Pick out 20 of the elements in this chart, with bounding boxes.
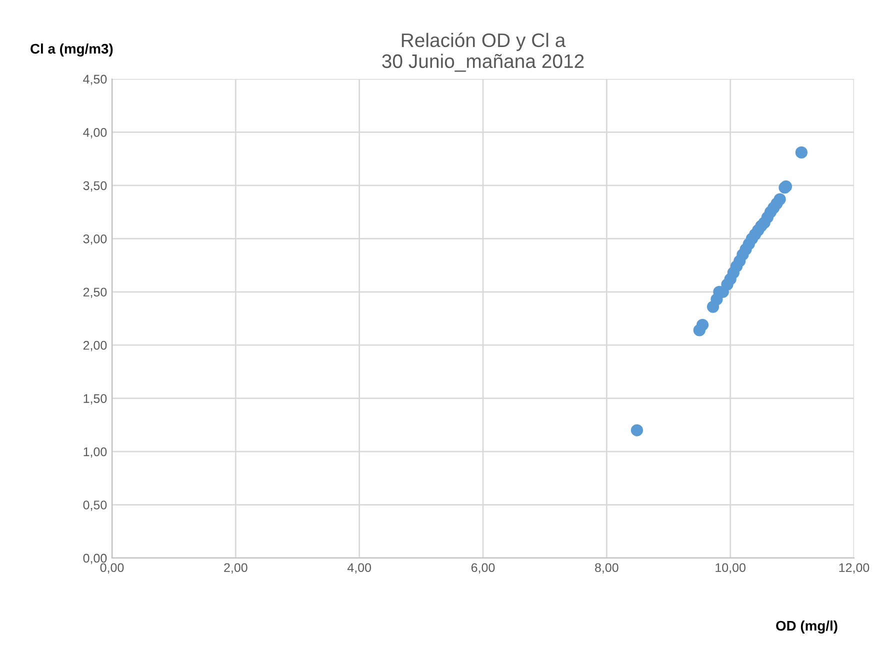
x-tick-label: 0,00 [100,563,124,574]
y-tick-label: 1,00 [84,447,107,458]
y-tick-label: 1,50 [84,394,107,404]
x-tick-label: 6,00 [471,563,495,574]
y-tick-label: 2,50 [83,288,107,298]
y-tick-label: 0,50 [83,500,107,511]
x-tick-label: 8,00 [595,563,618,574]
x-tick-label: 10,00 [716,563,746,574]
y-tick-label: 4,00 [83,128,107,138]
y-tick-label: 4,50 [83,74,107,86]
y-axis-title: Cl a (mg/m3) [30,43,113,57]
x-axis-title: OD (mg/l) [776,620,838,634]
y-tick-label: 0,00 [83,554,107,564]
x-tick-label: 12,00 [839,563,870,574]
chart-title: Relación OD y Cl a 30 Junio_mañana 2012 [382,32,584,72]
y-tick-label: 3,00 [83,234,107,245]
y-tick-label: 2,00 [83,340,107,352]
x-tick-label: 4,00 [347,563,372,574]
y-tick-label: 3,50 [83,181,107,192]
x-tick-label: 2,00 [224,563,248,574]
